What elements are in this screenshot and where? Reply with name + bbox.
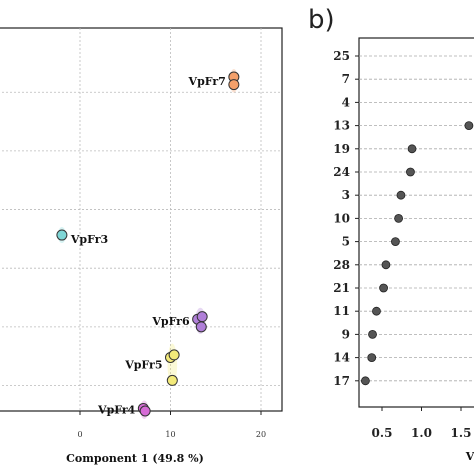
panel-a-plot-frame (0, 27, 283, 412)
point-vpfr6 (196, 311, 208, 323)
group-label-vpfr6: VpFr6 (151, 315, 190, 328)
x-tick-label: 0.5 (372, 426, 393, 440)
group-label-vpfr5: VpFr5 (124, 358, 162, 371)
dot-19 (407, 144, 417, 154)
point-vpfr4 (139, 405, 151, 417)
category-label: 3 (342, 188, 350, 202)
panel-b-grid (355, 55, 474, 382)
panel-a-x-ticks: 0 10 20 (77, 411, 266, 439)
dot-13 (464, 121, 474, 130)
dot-5 (391, 237, 400, 247)
dot-28 (381, 260, 391, 270)
panel-b-dots (361, 121, 474, 386)
category-label: 28 (333, 258, 350, 272)
panel-a-scatter: 0 10 20 VpFr7 VpFr3 VpFr6 VpFr5 VpFr4 Componen… (0, 27, 283, 465)
panel-b-label: b) (308, 5, 335, 35)
group-label-vpfr4: VpFr4 (97, 404, 136, 417)
category-label: 11 (333, 304, 350, 318)
category-label: 24 (333, 165, 350, 179)
dot-17 (361, 376, 370, 386)
group-label-vpfr3: VpFr3 (70, 233, 108, 246)
category-label: 9 (342, 327, 350, 341)
dot-24 (406, 167, 415, 177)
category-label: 25 (333, 49, 350, 63)
point-vpfr6 (195, 321, 207, 333)
dot-9 (368, 329, 377, 339)
category-label: 13 (333, 119, 350, 133)
panel-a-points (56, 71, 240, 417)
category-label: 4 (342, 95, 350, 109)
dot-21 (379, 283, 388, 293)
panel-a-group-labels: VpFr7 VpFr3 VpFr6 VpFr5 VpFr4 (70, 75, 226, 417)
category-label: 7 (342, 72, 350, 86)
panel-b-category-labels: 25 7 4 13 19 24 3 10 5 28 21 11 9 14 17 (333, 49, 350, 388)
panel-b-x-axis-label: V (465, 450, 474, 463)
panel-b-x-ticks: 0.5 1.0 1.5 (372, 407, 472, 440)
x-tick-label: 20 (256, 430, 266, 439)
point-vpfr5 (168, 349, 180, 361)
panel-a-x-axis-label: Component 1 (49.8 %) (66, 452, 204, 465)
category-label: 10 (333, 211, 350, 225)
group-label-vpfr7: VpFr7 (188, 75, 226, 88)
dot-10 (394, 213, 403, 223)
category-label: 17 (333, 374, 350, 388)
dot-14 (367, 353, 377, 363)
category-label: 21 (333, 281, 350, 295)
point-vpfr3 (56, 229, 68, 241)
point-vpfr7 (228, 79, 240, 91)
x-tick-label: 10 (165, 430, 175, 439)
x-tick-label: 1.5 (451, 426, 472, 440)
panel-b-dotplot: b) 25 7 4 13 19 24 3 10 5 28 21 11 9 14 17 0.5 1.0 1.5 V (308, 5, 474, 463)
x-tick-label: 1.0 (411, 426, 432, 440)
category-label: 14 (333, 351, 350, 365)
x-tick-label: 0 (77, 430, 82, 439)
category-label: 5 (342, 235, 350, 249)
dot-3 (396, 190, 406, 200)
panel-b-plot-frame (358, 37, 474, 408)
point-vpfr5 (166, 374, 178, 386)
dot-11 (372, 306, 381, 316)
panel-a-grid (0, 28, 282, 411)
category-label: 19 (333, 142, 350, 156)
